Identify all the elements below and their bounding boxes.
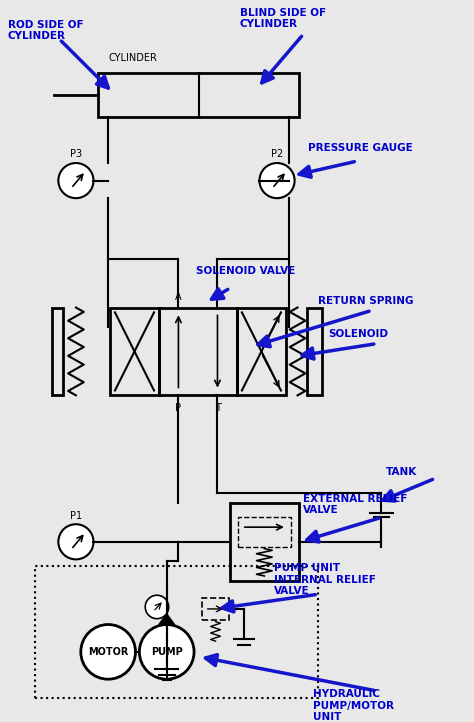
Text: A: A	[175, 292, 182, 302]
Circle shape	[145, 595, 169, 619]
Text: EXTERNAL RELIEF
VALVE: EXTERNAL RELIEF VALVE	[303, 494, 408, 516]
Text: P2: P2	[271, 149, 283, 159]
Text: PRESSURE GAUGE: PRESSURE GAUGE	[308, 144, 413, 153]
Circle shape	[81, 625, 136, 679]
Text: CYLINDER: CYLINDER	[108, 53, 157, 64]
Bar	[110, 308, 159, 396]
Bar	[99, 73, 299, 117]
Text: ROD SIDE OF
CYLINDER: ROD SIDE OF CYLINDER	[8, 19, 83, 41]
Circle shape	[139, 625, 194, 679]
Text: SOLENOID VALVE: SOLENOID VALVE	[196, 266, 295, 277]
Text: PUMP: PUMP	[151, 647, 182, 657]
Circle shape	[259, 163, 295, 198]
Circle shape	[58, 524, 93, 560]
Text: T: T	[215, 403, 220, 413]
Bar	[230, 503, 299, 580]
Text: RETURN SPRING: RETURN SPRING	[318, 296, 413, 305]
Circle shape	[58, 163, 93, 198]
Text: P1: P1	[70, 511, 82, 521]
Bar	[238, 518, 291, 547]
Bar	[202, 598, 229, 619]
Text: B: B	[214, 292, 221, 302]
Text: PUMP UNIT
INTERNAL RELIEF
VALVE: PUMP UNIT INTERNAL RELIEF VALVE	[274, 563, 376, 596]
Bar	[159, 308, 237, 396]
Text: HYDRAULIC
PUMP/MOTOR
UNIT: HYDRAULIC PUMP/MOTOR UNIT	[313, 689, 394, 722]
Bar	[307, 308, 322, 396]
Text: P3: P3	[70, 149, 82, 159]
Bar	[52, 308, 63, 396]
Text: TANK: TANK	[386, 466, 418, 477]
Bar	[237, 308, 286, 396]
Text: P: P	[175, 403, 182, 413]
Bar	[35, 566, 318, 698]
Polygon shape	[159, 614, 174, 625]
Text: SOLENOID: SOLENOID	[328, 329, 388, 339]
Text: BLIND SIDE OF
CYLINDER: BLIND SIDE OF CYLINDER	[240, 8, 326, 30]
Text: MOTOR: MOTOR	[88, 647, 128, 657]
